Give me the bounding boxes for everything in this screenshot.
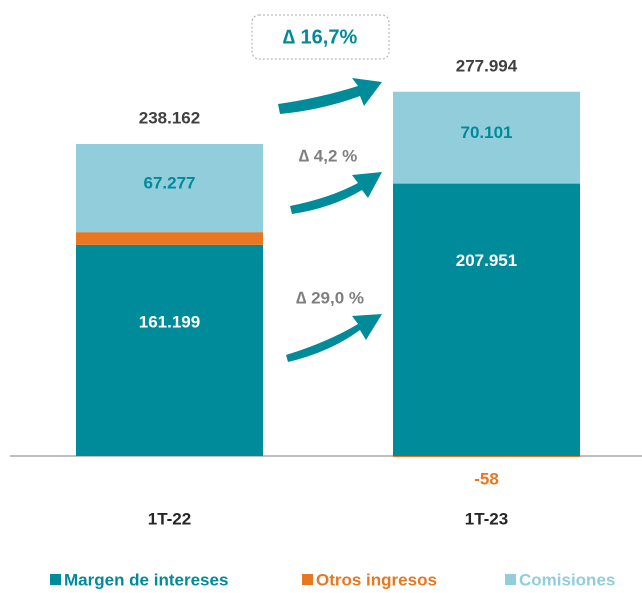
legend-swatch: [505, 574, 516, 585]
value-label: 207.951: [456, 251, 517, 270]
category-label: 1T-22: [148, 509, 191, 528]
value-label: -58: [474, 469, 499, 488]
bar-segment: [76, 232, 263, 245]
value-label: 70.101: [461, 123, 513, 142]
bar-segment: [76, 244, 263, 456]
legend-label: Otros ingresos: [316, 570, 437, 589]
total-delta: ∆ 16,7%: [283, 26, 358, 48]
legend-swatch: [50, 574, 61, 585]
arrows: [278, 78, 382, 362]
legend-label: Comisiones: [519, 570, 615, 589]
legend-swatch: [302, 574, 313, 585]
bar-segment: [393, 91, 580, 184]
delta: ∆ 4,2 %: [299, 146, 358, 165]
legend-label: Margen de intereses: [64, 570, 228, 589]
bar-segment: [393, 183, 580, 457]
value-label: 161.199: [139, 312, 200, 331]
delta: ∆ 29,0 %: [296, 288, 364, 307]
category-label: 1T-23: [465, 509, 508, 528]
bar-segment: [393, 456, 580, 457]
value-label: 67.277: [144, 174, 196, 193]
total-label: 277.994: [456, 56, 518, 75]
total-label: 238.162: [139, 108, 200, 127]
delta-box: [251, 14, 390, 60]
bar-segment: [76, 144, 263, 233]
